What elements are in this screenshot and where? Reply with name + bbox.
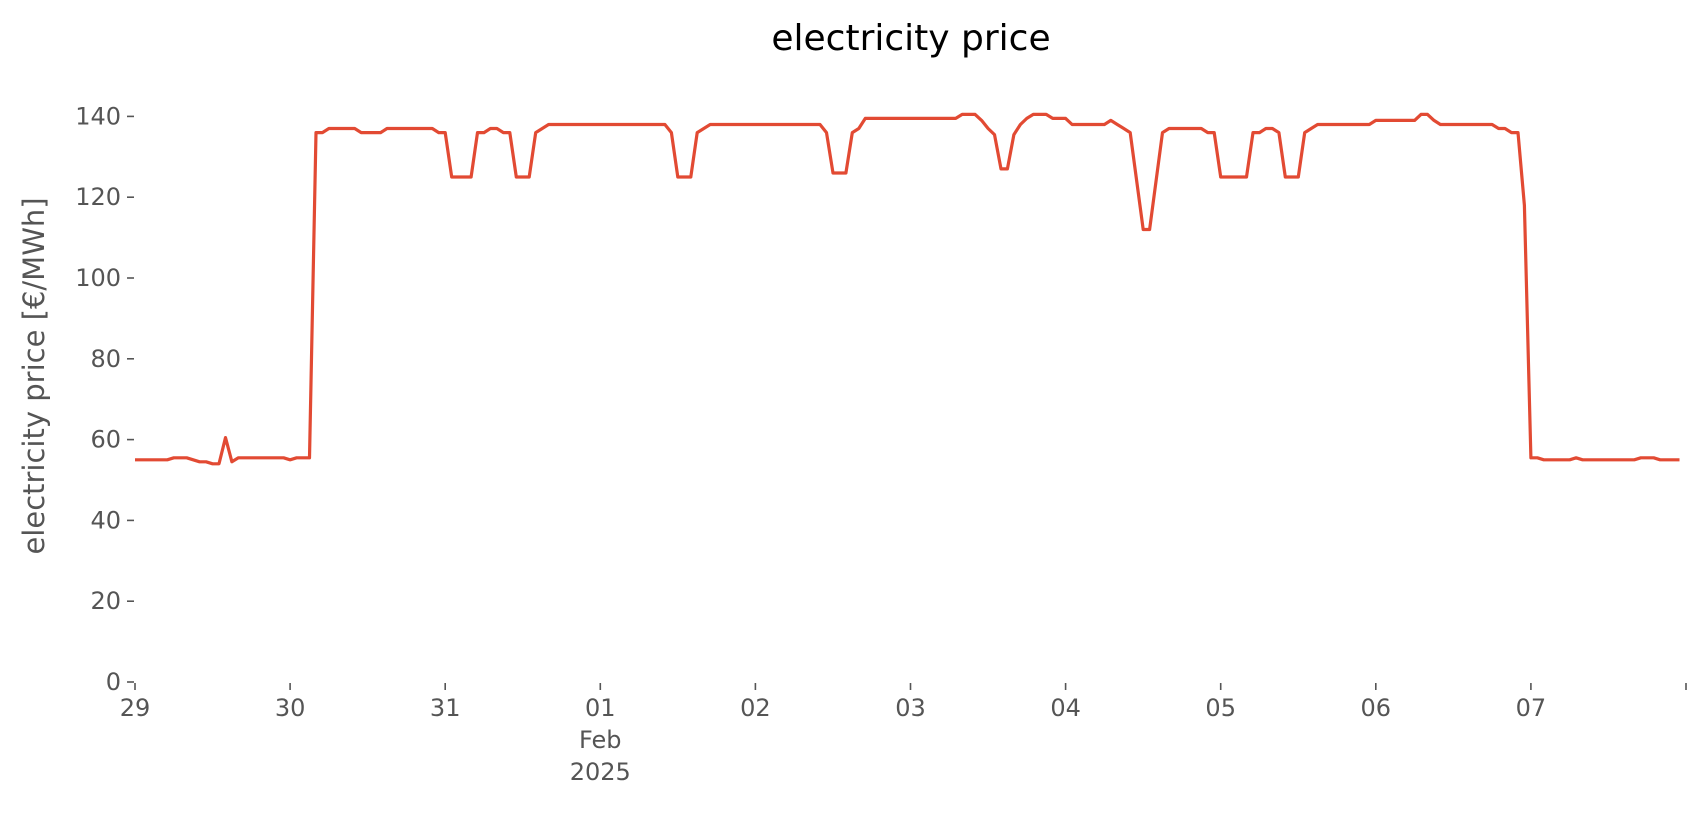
x-tick-label: 07 [1516,694,1547,722]
y-tick-label: 60 [90,426,121,454]
chart-title: electricity price [771,18,1050,59]
x-tick-label: Feb [579,726,622,754]
x-tick-label: 2025 [570,758,631,786]
y-tick-label: 140 [75,102,121,130]
plot-area [135,112,1680,466]
x-tick-label: 05 [1205,694,1236,722]
y-tick-label: 80 [90,345,121,373]
y-axis: 0 20 40 60 80 100 120 140 [75,102,134,696]
x-tick-label: 30 [275,694,306,722]
y-tick-label: 0 [106,668,121,696]
y-axis-title: electricity price [€/MWh] [17,197,51,554]
y-tick-label: 120 [75,183,121,211]
x-tick-label: 01 [585,694,616,722]
x-tick-label: 06 [1361,694,1392,722]
x-tick-label: 29 [120,694,151,722]
x-tick-label: 02 [740,694,771,722]
x-tick-label: 03 [895,694,926,722]
y-tick-label: 20 [90,587,121,615]
x-tick-label: 04 [1050,694,1081,722]
x-axis: 29 30 31 01 Feb 2025 02 03 04 05 06 07 [120,683,1687,786]
price-series-line [135,112,1680,466]
y-tick-label: 100 [75,264,121,292]
y-tick-label: 40 [90,506,121,534]
x-tick-label: 31 [430,694,461,722]
